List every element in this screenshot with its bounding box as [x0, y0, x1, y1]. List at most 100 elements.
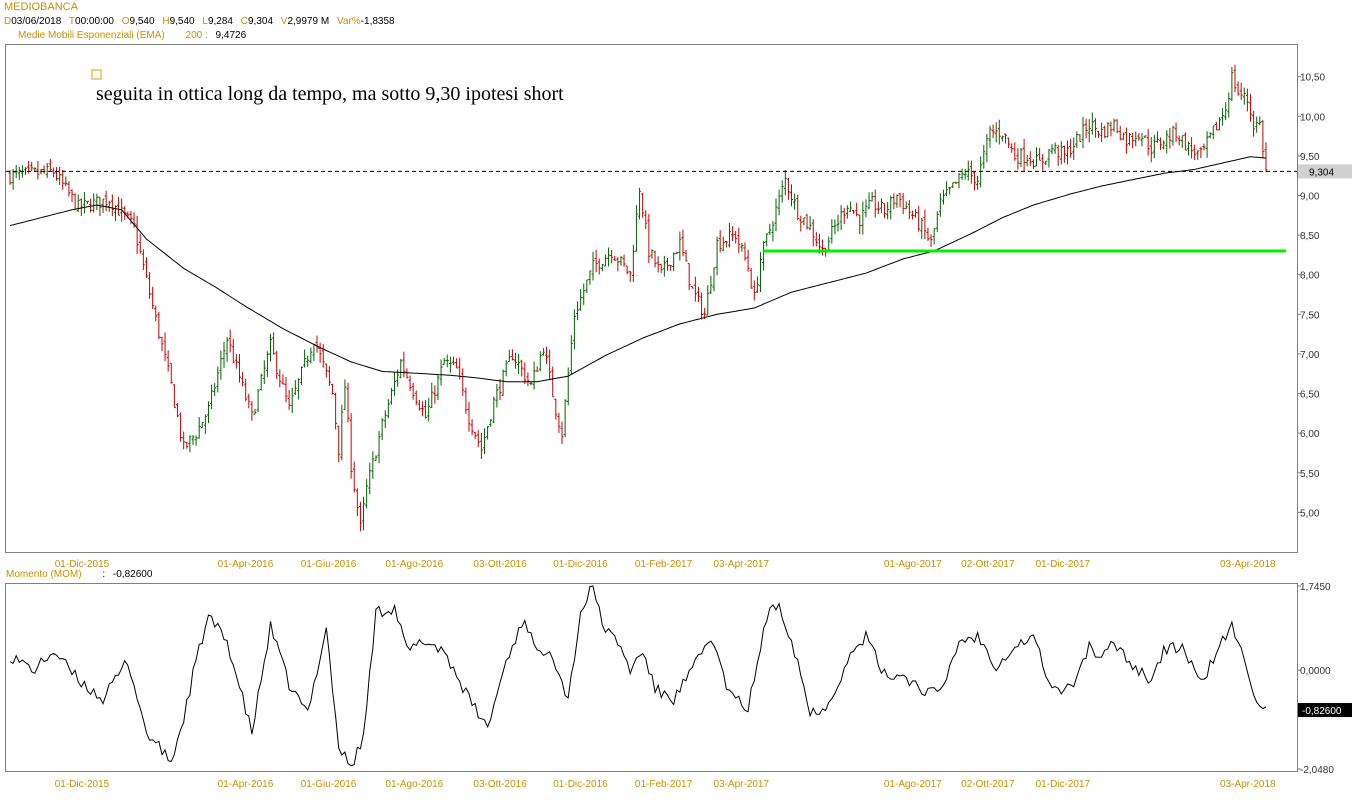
candle — [910, 210, 914, 220]
candle — [780, 180, 784, 203]
momentum-value-tag-text: -0,82600 — [1302, 706, 1342, 717]
quote-value-date: 03/06/2018 — [11, 16, 62, 27]
candle — [665, 257, 669, 271]
candle — [241, 372, 245, 387]
candle — [979, 156, 983, 188]
candle — [755, 276, 759, 294]
candle — [433, 385, 437, 404]
quote-label-close: C — [240, 16, 248, 27]
candle — [1022, 138, 1026, 172]
candle — [175, 402, 179, 418]
candle — [486, 426, 490, 440]
candle — [997, 119, 1001, 145]
candle — [380, 418, 384, 441]
candle — [163, 332, 167, 362]
momentum-y-tick-label: 1,7450 — [1300, 582, 1331, 593]
candle — [1025, 154, 1029, 167]
price-x-axis: 01-Dic-2015 01-Apr-2016 01-Giu-2016 01-Ago-… — [55, 559, 1276, 570]
candle — [8, 170, 12, 185]
quote-label-time: T — [68, 16, 76, 27]
candle — [346, 382, 350, 423]
candle — [1093, 118, 1097, 138]
candle — [467, 401, 471, 432]
candle — [876, 201, 880, 214]
chart-title: MEDIOBANCA — [4, 1, 78, 13]
candle — [1217, 117, 1221, 131]
momentum-x-tick-label: 03-Apr-2018 — [1220, 779, 1276, 790]
candle — [104, 190, 108, 212]
candle — [619, 255, 623, 266]
candle — [783, 170, 787, 196]
candle — [492, 396, 496, 424]
candle — [659, 263, 663, 273]
quote-label-var: Var% — [336, 16, 361, 27]
candle — [327, 366, 331, 386]
candle — [647, 214, 651, 264]
candle — [786, 177, 790, 200]
candle — [982, 145, 986, 169]
candle — [932, 228, 936, 245]
candle — [1028, 151, 1032, 167]
candle — [1124, 127, 1128, 154]
candle — [638, 187, 642, 220]
candle — [1103, 125, 1107, 139]
candle — [1214, 121, 1218, 131]
candle — [1031, 159, 1035, 170]
candle — [95, 193, 99, 211]
candle — [1227, 92, 1231, 118]
candle — [901, 193, 905, 215]
candle — [991, 124, 995, 138]
candle — [914, 208, 918, 218]
candle — [197, 416, 201, 439]
candle — [42, 165, 46, 174]
annotation-box — [91, 69, 102, 80]
candle — [383, 410, 387, 428]
candle — [625, 265, 629, 275]
candle — [684, 249, 688, 262]
momentum-x-tick-label: 01-Dic-2015 — [55, 779, 110, 790]
momentum-x-tick-label: 01-Ago-2016 — [385, 779, 443, 790]
candle — [591, 251, 595, 281]
candle — [386, 399, 390, 419]
candle — [1106, 122, 1110, 138]
candle — [17, 166, 21, 180]
candle — [377, 430, 381, 464]
momentum-y-tick-label: -2,0480 — [1300, 765, 1334, 776]
candle — [852, 210, 856, 214]
quote-value-low: 9,284 — [207, 16, 233, 27]
candle — [631, 244, 635, 282]
candle — [374, 455, 378, 461]
candle — [532, 361, 536, 390]
candle — [768, 223, 772, 236]
quote-value-close: 9,304 — [247, 16, 274, 27]
candle — [969, 160, 973, 184]
candle — [1180, 135, 1184, 148]
price-x-tick-label: 03-Ott-2016 — [473, 559, 527, 570]
price-x-tick-label: 01-Ago-2017 — [884, 559, 942, 570]
candle — [489, 419, 493, 427]
candle — [514, 352, 518, 369]
candle — [1112, 118, 1116, 132]
candle — [883, 203, 887, 219]
quote-label-date: D — [4, 16, 12, 27]
candle — [1035, 147, 1039, 167]
candle — [89, 198, 93, 213]
candle — [337, 425, 341, 463]
candle — [45, 163, 49, 178]
candle — [154, 305, 158, 322]
candle — [1016, 148, 1020, 170]
candle — [600, 263, 604, 272]
candle — [408, 375, 412, 392]
candle — [551, 366, 555, 398]
candle — [588, 270, 592, 285]
candle — [113, 205, 117, 222]
candle — [963, 168, 967, 180]
candle — [662, 255, 666, 277]
candle — [1159, 137, 1163, 150]
candle — [73, 193, 77, 210]
candle — [110, 194, 114, 217]
momentum-x-tick-label: 01-Dic-2017 — [1036, 779, 1091, 790]
candle — [557, 413, 561, 433]
candle — [411, 382, 415, 400]
